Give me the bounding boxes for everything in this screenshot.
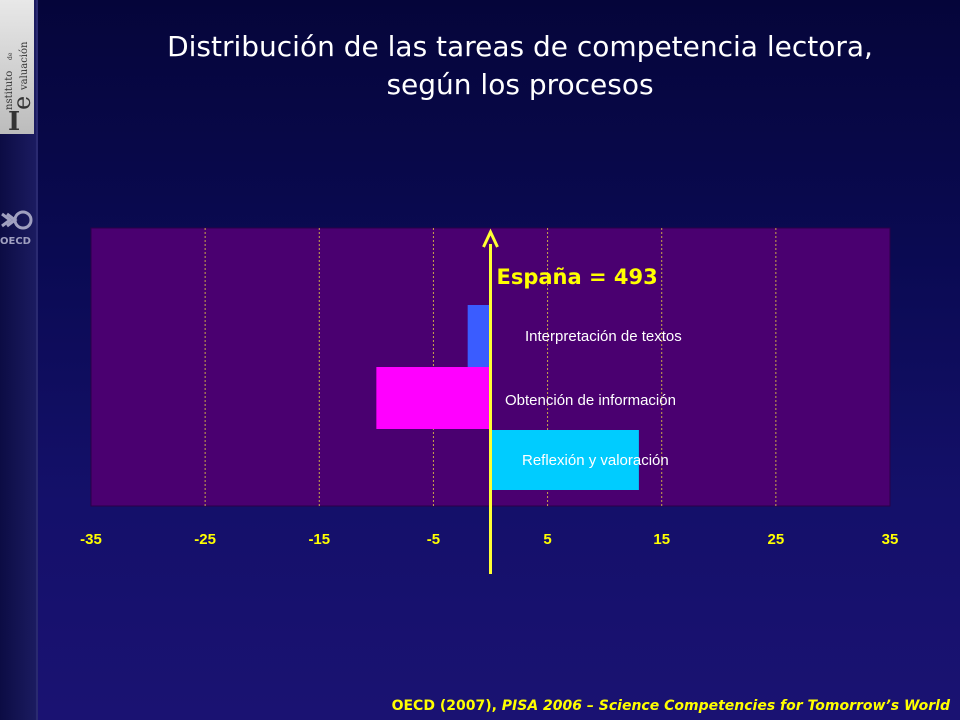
svg-text:e: e bbox=[8, 96, 34, 110]
instituto-logo-graphic: I nstituto de e valuación bbox=[4, 41, 34, 134]
reference-label: España = 493 bbox=[497, 265, 658, 289]
title-line-2: según los procesos bbox=[386, 68, 654, 101]
logo-text-top: nstituto bbox=[4, 71, 15, 110]
instituto-evaluacion-logo: I nstituto de e valuación bbox=[0, 0, 34, 134]
x-tick-label: 35 bbox=[882, 531, 899, 548]
bar bbox=[490, 430, 639, 490]
x-tick-label: -35 bbox=[80, 531, 102, 548]
citation-italic: PISA 2006 – Science Competencies for Tom… bbox=[501, 698, 950, 714]
citation-plain: OECD (2007), bbox=[391, 698, 502, 714]
logo-text-bottom: valuación bbox=[19, 41, 30, 91]
oecd-label: OECD bbox=[0, 236, 31, 247]
svg-text:I: I bbox=[8, 107, 20, 134]
reference-axis-arrow bbox=[482, 228, 499, 248]
category-label: Interpretación de textos bbox=[525, 328, 682, 345]
x-tick-label: 25 bbox=[768, 531, 785, 548]
oecd-logo: OECD bbox=[0, 210, 33, 247]
title-line-1: Distribución de las tareas de competenci… bbox=[167, 30, 873, 63]
x-tick-label: -15 bbox=[308, 531, 330, 548]
x-tick-label: -25 bbox=[194, 531, 216, 548]
x-tick-label: 15 bbox=[653, 531, 670, 548]
category-label: Obtención de información bbox=[505, 392, 676, 409]
footer-citation: OECD (2007), PISA 2006 – Science Compete… bbox=[392, 698, 950, 714]
x-tick-label: 5 bbox=[543, 531, 551, 548]
left-sidebar: I nstituto de e valuación OECD bbox=[0, 0, 38, 720]
bar bbox=[376, 367, 491, 429]
x-tick-label: -5 bbox=[427, 531, 440, 548]
logo-text-de: de bbox=[7, 52, 14, 60]
bar bbox=[467, 305, 491, 367]
category-label: Reflexión y valoración bbox=[522, 452, 669, 469]
page-title: Distribución de las tareas de competenci… bbox=[80, 28, 960, 104]
